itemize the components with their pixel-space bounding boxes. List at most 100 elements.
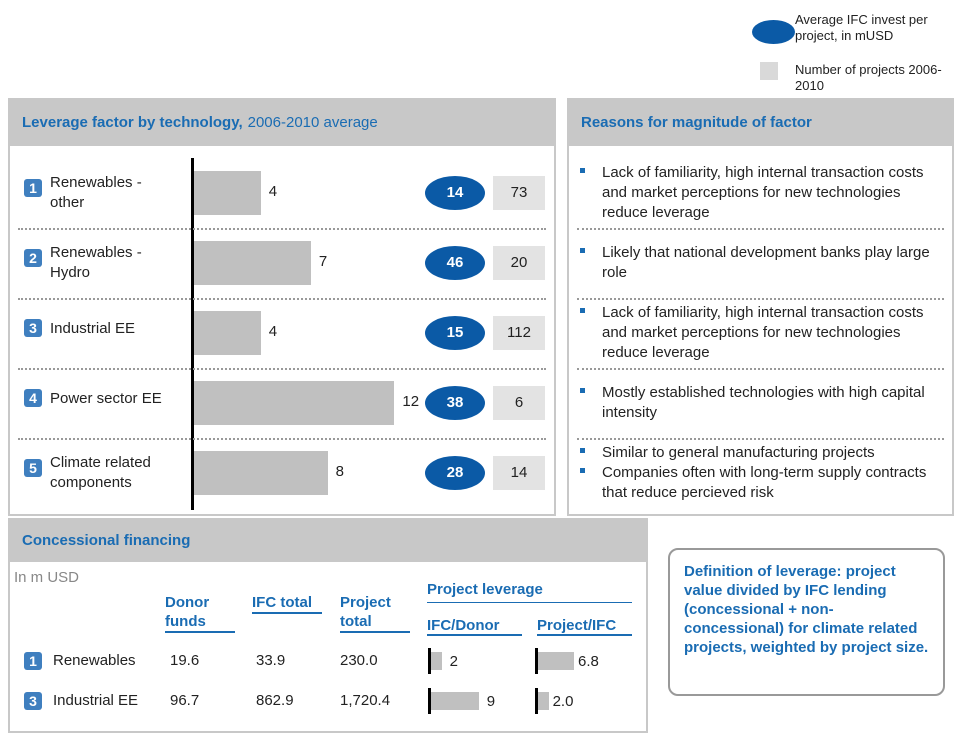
bullet-text: Similar to general manufacturing project… bbox=[602, 444, 875, 461]
row-separator bbox=[577, 438, 944, 440]
row-separator bbox=[18, 368, 546, 370]
invest-ellipse: 15 bbox=[425, 316, 485, 350]
axis-line bbox=[428, 648, 431, 674]
cell: 1,720.4 bbox=[340, 692, 391, 709]
reason-cell: Lack of familiarity, high internal trans… bbox=[580, 298, 950, 368]
legend-ellipse bbox=[752, 20, 795, 44]
cell: 862.9 bbox=[256, 692, 294, 709]
bullet bbox=[580, 448, 585, 453]
bullet-text: Likely that national development banks p… bbox=[602, 244, 930, 281]
axis-line bbox=[535, 688, 538, 714]
bar-label: 6.8 bbox=[578, 653, 599, 670]
reason-cell: Likely that national development banks p… bbox=[580, 228, 950, 298]
row-label: Renewables - Hydro bbox=[50, 244, 142, 281]
bullet bbox=[580, 388, 585, 393]
bullet bbox=[580, 308, 585, 313]
column-header: Project/IFC bbox=[537, 617, 632, 636]
row-number: 3 bbox=[24, 692, 42, 710]
bullet bbox=[580, 468, 585, 473]
bullet-text: Companies often with long-term supply co… bbox=[602, 464, 927, 501]
axis-line bbox=[428, 688, 431, 714]
bar-label: 4 bbox=[268, 323, 278, 340]
reason-cell: Lack of familiarity, high internal trans… bbox=[580, 158, 950, 228]
projects-box: 112 bbox=[493, 316, 545, 350]
bullet-item: Lack of familiarity, high internal trans… bbox=[580, 163, 950, 223]
row-number: 1 bbox=[24, 179, 42, 197]
column-header: Project total bbox=[340, 593, 410, 633]
axis-line bbox=[191, 158, 194, 510]
row-separator bbox=[577, 368, 944, 370]
row-label: Industrial EE bbox=[50, 320, 136, 337]
legend-text: Number of projects 2006-2010 bbox=[795, 62, 942, 93]
cell: 19.6 bbox=[170, 652, 200, 669]
bar bbox=[194, 311, 261, 355]
bullet-item: Likely that national development banks p… bbox=[580, 243, 950, 283]
bar-label: 2.0 bbox=[552, 693, 574, 710]
row-number: 3 bbox=[24, 319, 42, 337]
bar-label: 2 bbox=[449, 653, 458, 670]
row-separator bbox=[18, 298, 546, 300]
row-label: Industrial EE bbox=[53, 692, 139, 709]
bullet-text: Lack of familiarity, high internal trans… bbox=[602, 164, 924, 221]
column-header: Donor funds bbox=[165, 593, 235, 633]
bar-label: 7 bbox=[318, 253, 328, 270]
invest-ellipse: 46 bbox=[425, 246, 485, 280]
bullet bbox=[580, 248, 585, 253]
row-separator bbox=[577, 298, 944, 300]
reason-cell: Similar to general manufacturing project… bbox=[580, 438, 950, 508]
legend-square bbox=[760, 62, 778, 80]
bar-label: 9 bbox=[486, 693, 496, 710]
axis-line bbox=[535, 648, 538, 674]
bar bbox=[431, 692, 479, 710]
cell: 33.9 bbox=[256, 652, 286, 669]
bar bbox=[194, 451, 328, 495]
row-separator bbox=[577, 228, 944, 230]
group-header: Project leverage bbox=[427, 581, 632, 603]
row-number: 1 bbox=[24, 652, 42, 670]
bar bbox=[538, 652, 575, 670]
bullet bbox=[580, 168, 585, 173]
row-number: 4 bbox=[24, 389, 42, 407]
invest-ellipse: 28 bbox=[425, 456, 485, 490]
row-separator bbox=[18, 438, 546, 440]
column-header: IFC total bbox=[252, 593, 322, 614]
panel-header: Reasons for magnitude of factor bbox=[567, 98, 954, 146]
bar bbox=[538, 692, 549, 710]
projects-box: 73 bbox=[493, 176, 545, 210]
bullet-item: Companies often with long-term supply co… bbox=[580, 463, 950, 503]
projects-box: 14 bbox=[493, 456, 545, 490]
bar-label: 12 bbox=[402, 393, 420, 410]
cell: 96.7 bbox=[170, 692, 200, 709]
projects-box: 20 bbox=[493, 246, 545, 280]
bullet-item: Mostly established technologies with hig… bbox=[580, 383, 950, 423]
row-label: Climate related components bbox=[50, 454, 151, 491]
row-number: 5 bbox=[24, 459, 42, 477]
unit-label: In m USD bbox=[14, 569, 80, 586]
row-separator bbox=[18, 228, 546, 230]
bar-label: 8 bbox=[335, 463, 344, 480]
bar bbox=[194, 381, 395, 425]
invest-ellipse: 38 bbox=[425, 386, 485, 420]
legend-text: Average IFC invest per project, in mUSD bbox=[795, 12, 928, 43]
row-label: Power sector EE bbox=[50, 390, 162, 407]
panel-header: Concessional financing bbox=[8, 518, 648, 562]
panel-header: Leverage factor by technology, 2006-2010 … bbox=[8, 98, 556, 146]
bullet-text: Mostly established technologies with hig… bbox=[602, 384, 925, 421]
row-label: Renewables bbox=[53, 652, 136, 669]
reason-cell: Mostly established technologies with hig… bbox=[580, 368, 950, 438]
bar bbox=[431, 652, 442, 670]
definition-box: Definition of leverage: project value di… bbox=[668, 548, 945, 696]
row-number: 2 bbox=[24, 249, 42, 267]
projects-box: 6 bbox=[493, 386, 545, 420]
bullet-text: Lack of familiarity, high internal trans… bbox=[602, 304, 924, 361]
bar bbox=[194, 171, 261, 215]
bullet-item: Lack of familiarity, high internal trans… bbox=[580, 303, 950, 363]
row-label: Renewables - other bbox=[50, 174, 142, 211]
invest-ellipse: 14 bbox=[425, 176, 485, 210]
bar-label: 4 bbox=[268, 183, 278, 200]
panel-title: Leverage factor by technology, bbox=[22, 113, 243, 131]
bar bbox=[194, 241, 311, 285]
column-header: IFC/Donor bbox=[427, 617, 522, 636]
